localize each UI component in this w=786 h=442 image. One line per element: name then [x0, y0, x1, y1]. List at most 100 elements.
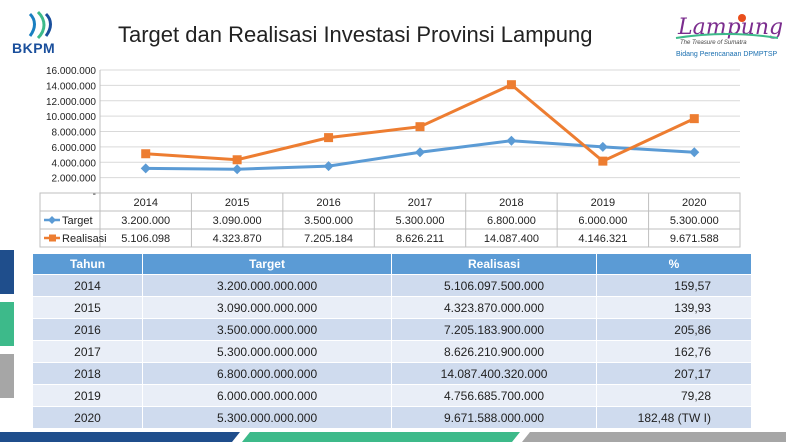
- cell-realisasi: 8.626.210.900.000: [391, 340, 597, 363]
- lampung-logo-wordmark: Lampung: [675, 14, 783, 40]
- lampung-logo: Lampung The Treasure of Sumatra Bidang P…: [672, 8, 783, 60]
- cell-year: 2020: [31, 406, 144, 429]
- cell-percent: 139,93: [595, 296, 753, 319]
- x-tick-label: 2017: [408, 197, 432, 209]
- bkpm-logo: BKPM: [8, 10, 78, 58]
- data-point-target: [323, 161, 334, 172]
- cell-target: 3.500.000.000.000: [142, 318, 393, 341]
- cell-year: 2019: [31, 384, 144, 407]
- data-label-realisasi: 5.106.098: [121, 233, 170, 245]
- cell-target: 5.300.000.000.000: [142, 406, 393, 429]
- data-point-realisasi: [689, 114, 699, 124]
- cell-realisasi: 14.087.400.320.000: [391, 362, 597, 385]
- header-realisasi: Realisasi: [391, 253, 597, 275]
- side-accent-gray: [0, 354, 14, 398]
- y-tick-label: 10.000.000: [46, 112, 96, 123]
- y-tick-label: 16.000.000: [46, 66, 96, 77]
- data-label-realisasi: 7.205.184: [304, 233, 353, 245]
- legend-marker-realisasi: [49, 234, 56, 242]
- bottom-decor-strip: [0, 432, 786, 442]
- side-accent-blue: [0, 250, 14, 294]
- cell-year: 2018: [31, 362, 144, 385]
- data-label-realisasi: 8.626.211: [396, 233, 444, 245]
- cell-target: 3.090.000.000.000: [142, 296, 393, 319]
- bkpm-emblem-icon: [28, 10, 52, 40]
- data-point-realisasi: [232, 155, 242, 165]
- investment-table: Tahun Target Realisasi % 2014 3.200.000.…: [31, 253, 753, 429]
- cell-percent: 79,28: [595, 384, 753, 407]
- legend-marker-target: [48, 216, 56, 224]
- data-point-target: [415, 147, 425, 158]
- bkpm-logo-text: BKPM: [12, 40, 56, 56]
- data-label-target: 3.200.000: [121, 215, 170, 227]
- table-row: 2014 3.200.000.000.000 5.106.097.500.000…: [31, 274, 753, 297]
- cell-year: 2015: [31, 296, 144, 319]
- data-point-target: [506, 135, 517, 146]
- data-label-realisasi: 9.671.588: [670, 233, 719, 245]
- cell-realisasi: 5.106.097.500.000: [391, 274, 597, 297]
- cell-target: 6.800.000.000.000: [142, 362, 393, 385]
- data-label-target: 3.500.000: [304, 215, 353, 227]
- data-label-realisasi: 14.087.400: [484, 233, 539, 245]
- lampung-tagline: The Treasure of Sumatra: [680, 40, 747, 46]
- data-point-target: [597, 141, 608, 152]
- data-point-realisasi: [141, 149, 151, 159]
- data-label-target: 5.300.000: [670, 215, 719, 227]
- x-tick-label: 2019: [591, 197, 615, 209]
- cell-year: 2017: [31, 340, 144, 363]
- data-label-realisasi: 4.323.870: [213, 233, 262, 245]
- table-row: 2016 3.500.000.000.000 7.205.183.900.000…: [31, 318, 753, 341]
- side-accent-green: [0, 302, 14, 346]
- investment-line-chart: 16.000.000 14.000.000 12.000.000 10.000.000…: [39, 66, 741, 248]
- data-label-target: 6.800.000: [487, 215, 536, 227]
- cell-target: 3.200.000.000.000: [142, 274, 393, 297]
- lampung-subtitle: Bidang Perencanaan DPMPTSP: [676, 51, 778, 58]
- data-point-target: [140, 163, 151, 174]
- table-row: 2020 5.300.000.000.000 9.671.588.000.000…: [31, 406, 753, 429]
- cell-realisasi: 9.671.588.000.000: [391, 406, 597, 429]
- x-tick-label: 2020: [682, 197, 706, 209]
- y-tick-label: 14.000.000: [46, 81, 96, 92]
- cell-percent: 162,76: [595, 340, 753, 363]
- cell-year: 2016: [31, 318, 144, 341]
- cell-realisasi: 4.323.870.000.000: [391, 296, 597, 319]
- cell-percent: 207,17: [595, 362, 753, 385]
- data-point-realisasi: [324, 133, 334, 143]
- y-tick-label: 8.000.000: [52, 128, 97, 139]
- header-percent: %: [595, 253, 753, 275]
- x-tick-label: 2018: [499, 197, 523, 209]
- page-title: Target dan Realisasi Investasi Provinsi …: [118, 22, 593, 47]
- header-target: Target: [142, 253, 393, 275]
- y-tick-label: 2.000.000: [52, 174, 97, 185]
- cell-percent: 159,57: [595, 274, 753, 297]
- x-tick-label: 2015: [225, 197, 249, 209]
- table-row: 2017 5.300.000.000.000 8.626.210.900.000…: [31, 340, 753, 363]
- cell-realisasi: 4.756.685.700.000: [391, 384, 597, 407]
- x-tick-label: 2014: [133, 197, 157, 209]
- x-tick-label: 2016: [316, 197, 340, 209]
- y-tick-label: 12.000.000: [46, 97, 96, 108]
- legend-label-realisasi: Realisasi: [62, 233, 107, 245]
- table-header-row: Tahun Target Realisasi %: [31, 253, 753, 275]
- table-row: 2015 3.090.000.000.000 4.323.870.000.000…: [31, 296, 753, 319]
- data-point-realisasi: [598, 156, 608, 166]
- data-label-target: 3.090.000: [213, 215, 262, 227]
- data-label-target: 6.000.000: [578, 215, 627, 227]
- cell-percent: 182,48 (TW I): [595, 406, 753, 429]
- data-point-target: [689, 147, 700, 158]
- data-point-realisasi: [506, 80, 516, 90]
- cell-year: 2014: [31, 274, 144, 297]
- data-point-realisasi: [415, 122, 425, 132]
- data-point-target: [232, 164, 243, 175]
- table-row: 2019 6.000.000.000.000 4.756.685.700.000…: [31, 384, 753, 407]
- y-tick-label: -: [93, 189, 96, 200]
- cell-percent: 205,86: [595, 318, 753, 341]
- cell-target: 5.300.000.000.000: [142, 340, 393, 363]
- y-tick-label: 6.000.000: [52, 143, 97, 154]
- header-tahun: Tahun: [31, 253, 144, 275]
- data-label-target: 5.300.000: [396, 215, 445, 227]
- table-row: 2018 6.800.000.000.000 14.087.400.320.00…: [31, 362, 753, 385]
- y-tick-label: 4.000.000: [52, 158, 97, 169]
- cell-realisasi: 7.205.183.900.000: [391, 318, 597, 341]
- data-label-realisasi: 4.146.321: [578, 233, 627, 245]
